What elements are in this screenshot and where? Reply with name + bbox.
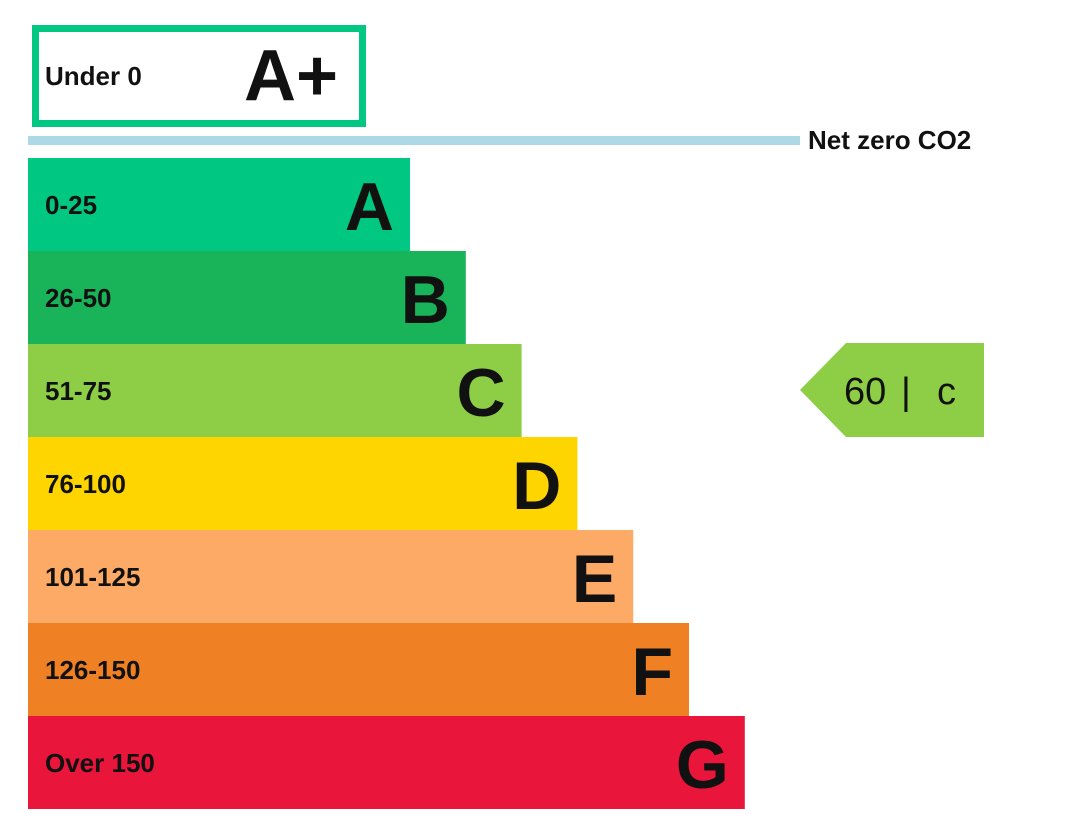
top-band-range-label: Under 0 [45, 61, 142, 91]
band-bar-c [28, 344, 522, 437]
band-range-label-g: Over 150 [45, 748, 155, 778]
band-letter-d: D [512, 448, 561, 524]
net-zero-label: Net zero CO2 [808, 125, 971, 155]
band-letter-c: C [456, 355, 505, 431]
band-letter-a: A [345, 169, 394, 245]
band-bar-e [28, 530, 634, 623]
band-bar-b [28, 251, 466, 344]
band-letter-f: F [631, 634, 673, 710]
top-band-letter: A+ [244, 36, 338, 116]
current-rating-separator: | [901, 371, 911, 413]
current-rating-letter: c [937, 371, 956, 413]
band-letter-e: E [572, 541, 617, 617]
band-range-label-f: 126-150 [45, 655, 140, 685]
band-bar-g [28, 716, 745, 809]
current-rating-indicator [800, 343, 984, 437]
top-band-box [32, 25, 366, 127]
current-rating-score: 60 [844, 371, 886, 413]
band-letter-b: B [401, 262, 450, 338]
band-bar-f [28, 623, 689, 716]
band-range-label-c: 51-75 [45, 376, 112, 406]
band-range-label-e: 101-125 [45, 562, 140, 592]
band-bar-a [28, 158, 410, 251]
band-range-label-b: 26-50 [45, 283, 112, 313]
net-zero-line [28, 136, 800, 145]
band-range-label-a: 0-25 [45, 190, 97, 220]
band-letter-g: G [676, 727, 729, 803]
band-bar-d [28, 437, 578, 530]
band-range-label-d: 76-100 [45, 469, 126, 499]
